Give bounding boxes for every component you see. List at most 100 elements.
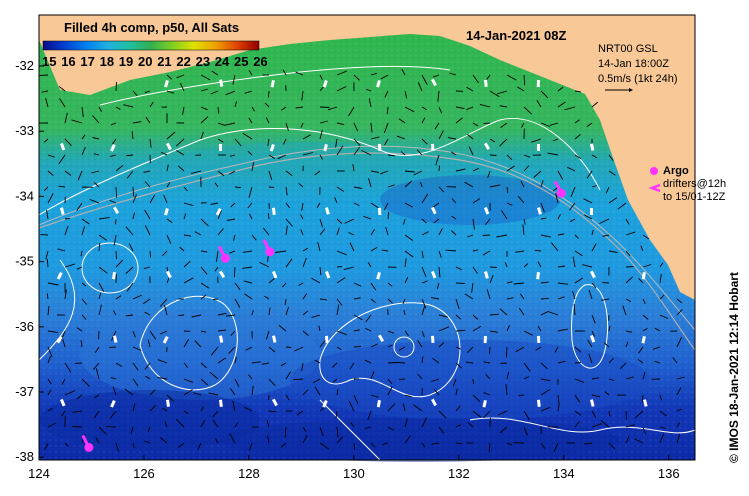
current-vector	[447, 137, 457, 140]
current-vector	[301, 90, 304, 101]
current-vector	[251, 234, 257, 241]
current-vector	[485, 218, 491, 226]
current-vector	[149, 250, 152, 258]
current-vector	[401, 68, 406, 76]
current-vector	[317, 242, 321, 252]
current-vector	[431, 442, 440, 445]
current-vector	[234, 186, 242, 189]
current-vector	[438, 266, 441, 278]
credit-text: © IMOS 18-Jan-2021 12:14 Hobart	[727, 272, 741, 463]
current-vector	[608, 250, 618, 253]
current-vector	[364, 359, 372, 364]
current-vector	[111, 330, 117, 341]
current-vector	[98, 266, 108, 274]
current-vector	[599, 218, 610, 224]
current-vector	[472, 198, 481, 204]
current-vector	[438, 250, 442, 258]
current-vector	[483, 392, 491, 396]
colorbar-strip	[42, 40, 260, 51]
current-marker	[323, 143, 328, 152]
current-vector	[540, 310, 549, 316]
current-vector	[247, 202, 253, 209]
current-vector	[234, 282, 241, 291]
current-vector	[57, 248, 66, 252]
current-vector	[365, 314, 372, 323]
current-marker	[590, 334, 596, 343]
current-legend-line1: NRT00 GSL	[598, 43, 658, 55]
current-vector	[608, 197, 618, 204]
current-vector	[472, 249, 478, 252]
current-vector	[370, 170, 379, 173]
current-vector	[455, 388, 458, 396]
current-marker	[269, 144, 275, 152]
current-vector	[267, 435, 270, 444]
current-vector	[642, 234, 649, 240]
current-vector	[608, 357, 614, 364]
current-vector	[506, 165, 515, 172]
current-vector	[455, 314, 461, 320]
current-vector	[210, 202, 219, 205]
current-vector	[132, 378, 139, 387]
current-vector	[591, 185, 597, 188]
current-vector	[634, 410, 644, 419]
current-vector	[234, 298, 241, 308]
current-vector	[166, 234, 172, 244]
current-vector	[132, 442, 135, 449]
current-marker	[325, 270, 331, 279]
current-vector	[282, 282, 287, 288]
current-vector	[506, 325, 510, 332]
current-vector	[557, 233, 565, 236]
current-vector	[404, 106, 415, 113]
current-vector	[343, 266, 355, 271]
current-vector	[217, 209, 222, 220]
current-vector	[522, 224, 525, 236]
colorbar-tick-label: 19	[119, 54, 133, 69]
current-vector	[234, 101, 237, 108]
current-vector	[506, 297, 514, 300]
current-vector	[557, 86, 564, 92]
current-vector	[622, 305, 627, 316]
current-vector	[267, 213, 270, 220]
current-vector	[449, 72, 457, 76]
current-vector	[518, 394, 525, 397]
current-vector	[540, 202, 545, 213]
current-vector	[178, 442, 185, 448]
current-vector	[251, 161, 255, 172]
current-vector	[115, 250, 117, 260]
current-vector	[244, 406, 253, 412]
current-vector	[229, 433, 236, 444]
current-vector	[115, 218, 117, 225]
current-vector	[361, 150, 372, 156]
current-vector	[268, 154, 276, 159]
current-vector	[183, 378, 193, 383]
current-vector	[572, 256, 576, 268]
current-vector	[368, 178, 372, 188]
current-vector	[312, 378, 321, 384]
current-vector	[654, 360, 661, 364]
current-vector	[499, 426, 508, 434]
current-vector	[200, 250, 208, 253]
current-vector	[275, 250, 287, 253]
current-vector	[47, 193, 54, 204]
current-vector	[505, 384, 508, 396]
current-vector	[654, 327, 661, 332]
current-vector	[94, 346, 100, 353]
current-vector	[176, 74, 185, 79]
current-vector	[336, 389, 339, 396]
current-vector	[115, 164, 124, 172]
current-vector	[586, 170, 593, 179]
current-vector	[417, 340, 423, 348]
current-vector	[175, 138, 185, 147]
current-vector	[404, 418, 408, 428]
current-marker	[431, 335, 435, 343]
current-vector	[230, 330, 236, 336]
current-vector	[403, 309, 406, 316]
current-vector	[132, 330, 136, 338]
current-vector	[489, 346, 491, 354]
current-vector	[268, 378, 276, 387]
colorbar-tick-label: 15	[42, 54, 56, 69]
current-vector	[115, 106, 121, 110]
current-vector	[582, 264, 593, 268]
current-vector	[642, 264, 652, 268]
current-vector	[472, 314, 479, 320]
